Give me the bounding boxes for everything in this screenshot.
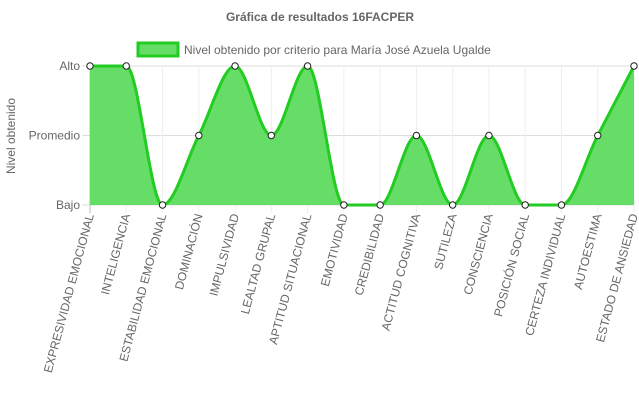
y-axis-title: Nivel obtenido [4,98,18,174]
data-point [557,201,566,209]
data-point [412,131,421,140]
legend[interactable]: Nivel obtenido por criterio para María J… [136,41,491,58]
data-points [86,62,638,209]
data-point [376,201,384,209]
data-point [485,131,493,140]
data-point [448,201,457,209]
data-point [594,131,602,140]
data-point [521,201,529,209]
series-area [90,66,634,205]
data-point [158,201,167,209]
x-tick-label: CONSCIENCIA [461,212,496,296]
chart-title: Gráfica de resultados 16FACPER [226,10,414,24]
data-point [303,62,312,70]
data-point [86,62,94,70]
y-tick-label: Bajo [56,198,80,212]
x-tick-label: INTELIGENCIA [98,212,133,296]
x-tick-label: EMOTIVIDAD [318,212,351,288]
data-point [340,201,348,209]
x-axis: EXPRESIVIDAD EMOCIONAL INTELIGENCIAESTABI… [41,212,639,375]
legend-label: Nivel obtenido por criterio para María J… [184,43,491,57]
data-point [231,62,239,70]
x-tick-label: CERTEZA INDIVIDUAL [522,212,568,337]
x-tick-label: POSICIÓN SOCIAL [490,212,532,319]
grid [82,65,635,213]
x-tick-label: IMPULSIVIDAD [207,212,243,298]
data-point [122,62,130,70]
y-tick-label: Alto [59,59,80,73]
data-point [267,131,276,140]
x-tick-label: DOMINACIÓN [171,212,206,291]
x-tick-label: LEALTAD GRUPAL [238,212,278,316]
data-point [195,131,203,140]
legend-swatch [136,41,180,58]
x-tick-label: ACTITUD COGNITIVA [379,212,424,332]
data-point [630,62,638,70]
y-axis: Bajo Promedio Alto [29,59,81,212]
x-tick-label: SUTILEZA [431,212,459,271]
x-tick-label: EXPRESIVIDAD EMOCIONAL [41,212,97,374]
x-tick-label: CREDIBILIDAD [352,212,387,297]
y-tick-label: Promedio [29,129,81,143]
x-tick-label: AUTOESTIMA [571,212,605,291]
